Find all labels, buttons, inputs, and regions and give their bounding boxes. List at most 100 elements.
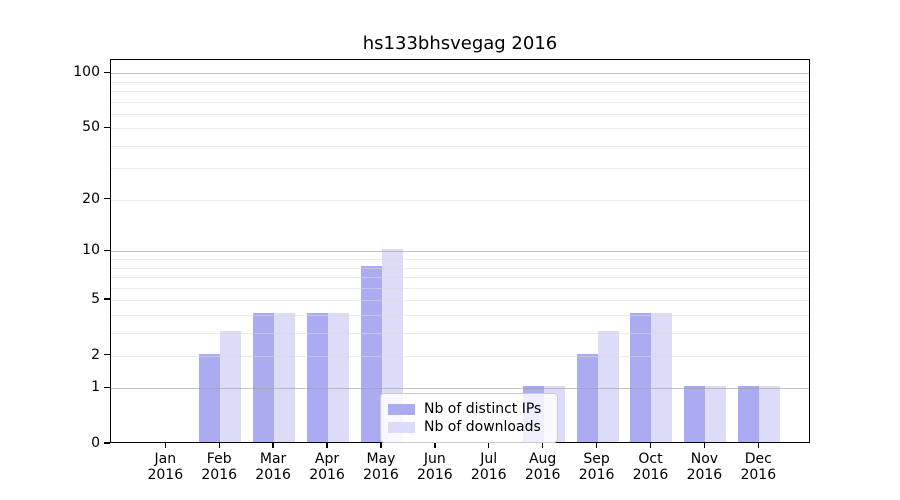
x-tick-year: 2016 xyxy=(147,467,184,483)
bar-downloads-feb xyxy=(220,330,242,442)
x-tick-year: 2016 xyxy=(255,467,291,483)
y-tick-mark-10 xyxy=(104,249,110,252)
x-tick-year: 2016 xyxy=(632,467,669,483)
bar-downloads-apr xyxy=(328,312,350,442)
legend-row-distinct-ips: Nb of distinct IPs xyxy=(388,400,548,418)
x-tick-month: Dec xyxy=(744,451,772,467)
bar-distinct-ips-apr xyxy=(307,312,329,442)
x-tick-mark-jun xyxy=(434,443,436,448)
bar-downloads-dec xyxy=(759,386,781,442)
x-tick-year: 2016 xyxy=(740,467,777,483)
bar-distinct-ips-mar xyxy=(253,312,275,442)
x-tick-month: Jun xyxy=(423,451,446,467)
x-tick-label-mar: Mar 2016 xyxy=(238,451,308,483)
y-tick-mark-2 xyxy=(104,354,110,356)
gridline-major-1 xyxy=(111,388,809,390)
x-tick-year: 2016 xyxy=(201,467,238,483)
gridline-minor-5 xyxy=(111,300,809,302)
x-tick-month: Mar xyxy=(259,451,287,467)
gridline-minor-40 xyxy=(111,145,809,147)
y-tick-label-5: 5 xyxy=(91,291,100,308)
gridline-minor-9 xyxy=(111,259,809,261)
x-tick-year: 2016 xyxy=(470,467,507,483)
x-tick-month: Nov xyxy=(690,451,719,467)
x-tick-year: 2016 xyxy=(578,467,615,483)
y-tick-mark-20 xyxy=(104,197,110,200)
y-tick-mark-0 xyxy=(104,442,110,444)
y-tick-mark-5 xyxy=(104,298,110,300)
x-tick-label-apr: Apr 2016 xyxy=(292,451,362,483)
x-tick-mark-nov xyxy=(703,443,706,448)
x-tick-label-oct: Oct 2016 xyxy=(615,451,685,483)
legend-swatch-distinct-ips xyxy=(388,403,415,415)
gridline-minor-70 xyxy=(111,101,809,103)
x-tick-month: Jul xyxy=(480,451,498,467)
x-tick-mark-dec xyxy=(757,443,759,448)
y-tick-label-1: 1 xyxy=(91,379,100,396)
y-tick-mark-1 xyxy=(104,386,110,389)
bar-distinct-ips-feb xyxy=(199,353,221,442)
x-tick-label-jun: Jun 2016 xyxy=(400,451,470,483)
x-tick-mark-mar xyxy=(272,443,274,448)
bar-distinct-ips-oct xyxy=(630,312,652,442)
x-tick-month: Apr xyxy=(314,451,340,467)
gridline-minor-20 xyxy=(111,199,809,201)
x-tick-label-dec: Dec 2016 xyxy=(723,451,793,483)
x-tick-month: Oct xyxy=(638,451,663,467)
bar-distinct-ips-sep xyxy=(576,353,598,442)
x-tick-year: 2016 xyxy=(686,467,723,483)
x-tick-month: Sep xyxy=(583,451,610,467)
gridline-minor-2 xyxy=(111,355,809,357)
x-tick-mark-feb xyxy=(218,443,220,448)
gridline-minor-30 xyxy=(111,168,809,170)
y-tick-label-0: 0 xyxy=(91,435,100,451)
bar-downloads-mar xyxy=(274,312,296,442)
gridline-minor-80 xyxy=(111,91,809,93)
x-tick-year: 2016 xyxy=(524,467,561,483)
y-tick-label-10: 10 xyxy=(82,242,100,259)
x-tick-month: Feb xyxy=(206,451,232,467)
bar-distinct-ips-nov xyxy=(684,386,706,442)
x-tick-mark-may xyxy=(380,443,382,448)
x-tick-mark-sep xyxy=(595,443,598,448)
x-tick-label-may: May 2016 xyxy=(346,451,416,483)
legend-label-downloads: Nb of downloads xyxy=(424,419,541,435)
gridline-minor-3 xyxy=(111,332,809,334)
y-tick-mark-50 xyxy=(104,126,110,128)
bar-downloads-sep xyxy=(597,330,619,442)
x-tick-year: 2016 xyxy=(417,467,453,483)
chart-title: hs133bhsvegag 2016 xyxy=(362,33,558,54)
gridline-minor-90 xyxy=(111,81,809,83)
y-tick-mark-100 xyxy=(104,71,110,74)
x-tick-label-nov: Nov 2016 xyxy=(669,451,739,483)
x-tick-label-jul: Jul 2016 xyxy=(454,451,524,483)
gridline-minor-4 xyxy=(111,314,809,316)
legend-swatch-downloads xyxy=(388,421,415,433)
x-tick-year: 2016 xyxy=(309,467,345,483)
x-tick-mark-jan xyxy=(164,443,166,448)
x-tick-label-sep: Sep 2016 xyxy=(562,451,632,483)
gridline-minor-50 xyxy=(111,128,809,130)
x-tick-mark-oct xyxy=(649,443,652,448)
y-tick-label-20: 20 xyxy=(82,190,100,207)
legend: Nb of distinct IPs Nb of downloads xyxy=(380,393,558,443)
gridline-minor-60 xyxy=(111,113,809,115)
y-tick-label-100: 100 xyxy=(73,64,100,81)
y-tick-label-2: 2 xyxy=(91,346,100,363)
legend-row-downloads: Nb of downloads xyxy=(388,418,548,436)
x-tick-label-feb: Feb 2016 xyxy=(184,451,254,483)
x-tick-mark-apr xyxy=(326,443,328,448)
gridline-major-10 xyxy=(111,251,809,253)
bar-distinct-ips-dec xyxy=(738,386,760,442)
x-tick-mark-aug xyxy=(541,443,544,448)
gridline-minor-7 xyxy=(111,277,809,279)
y-tick-label-50: 50 xyxy=(82,119,100,136)
gridline-major-100 xyxy=(111,73,809,75)
x-tick-year: 2016 xyxy=(363,467,399,483)
x-tick-month: Jan xyxy=(154,451,177,467)
x-tick-label-aug: Aug 2016 xyxy=(508,451,578,483)
bar-distinct-ips-may xyxy=(360,265,382,442)
bar-downloads-nov xyxy=(705,386,727,442)
x-tick-month: Aug xyxy=(528,451,557,467)
